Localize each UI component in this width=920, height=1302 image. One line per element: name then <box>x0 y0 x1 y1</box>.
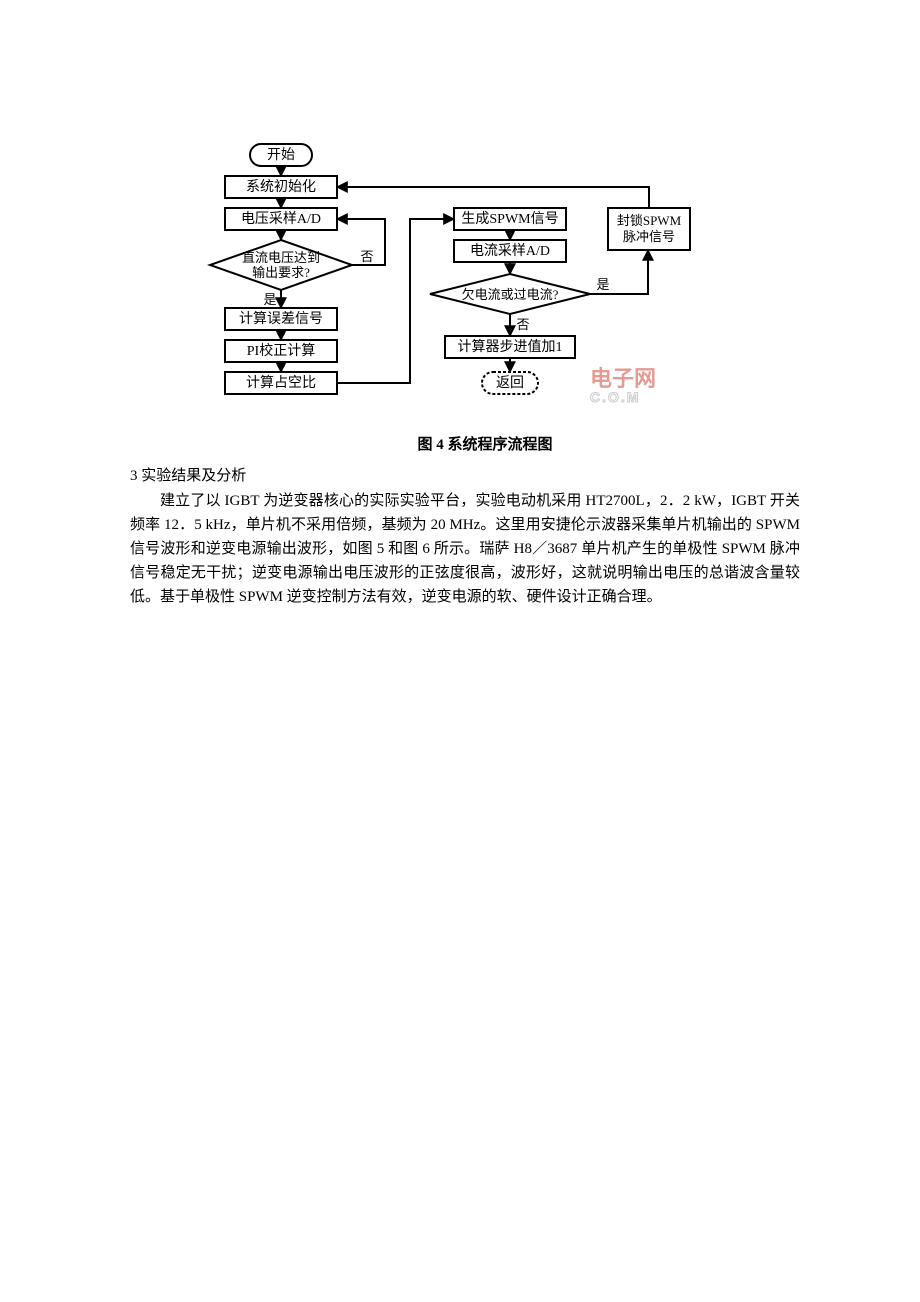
watermark-sub: C.O.M <box>590 389 640 405</box>
node-init-label: 系统初始化 <box>246 178 316 195</box>
figure-caption: 图 4 系统程序流程图 <box>170 433 800 454</box>
node-return-label: 返回 <box>496 375 524 391</box>
section-title: 3 实验结果及分析 <box>130 464 800 485</box>
node-err-label: 计算误差信号 <box>239 311 323 327</box>
node-lock-l2: 脉冲信号 <box>623 229 675 244</box>
label-no-right: 否 <box>516 317 529 332</box>
node-step-label: 计算器步进值加1 <box>458 339 563 355</box>
node-vadc-label: 电压采样A/D <box>241 211 321 227</box>
node-lock-l1: 封锁SPWM <box>617 213 682 228</box>
watermark-main: 电子网 <box>590 366 656 391</box>
node-pi-label: PI校正计算 <box>247 342 315 359</box>
node-spwm-label: 生成SPWM信号 <box>461 211 558 227</box>
node-start-label: 开始 <box>267 147 295 163</box>
flowchart-svg: 开始 系统初始化 电压采样A/D 直流电压达到 输出要求? 否 是 计算误差信号 <box>170 138 710 424</box>
node-vcheck-l2: 输出要求? <box>252 265 310 280</box>
node-duty-label: 计算占空比 <box>246 375 316 391</box>
node-ccheck-label: 欠电流或过电流? <box>462 287 559 302</box>
section-body: 建立了以 IGBT 为逆变器核心的实际实验平台，实验电动机采用 HT2700L，… <box>130 489 800 609</box>
label-yes-left: 是 <box>263 292 276 307</box>
node-cadc-label: 电流采样A/D <box>470 243 550 259</box>
node-vcheck-l1: 直流电压达到 <box>242 250 320 265</box>
label-no-left: 否 <box>360 249 373 264</box>
label-yes-right: 是 <box>596 277 609 292</box>
figure-4: 开始 系统初始化 电压采样A/D 直流电压达到 输出要求? 否 是 计算误差信号 <box>170 138 800 454</box>
